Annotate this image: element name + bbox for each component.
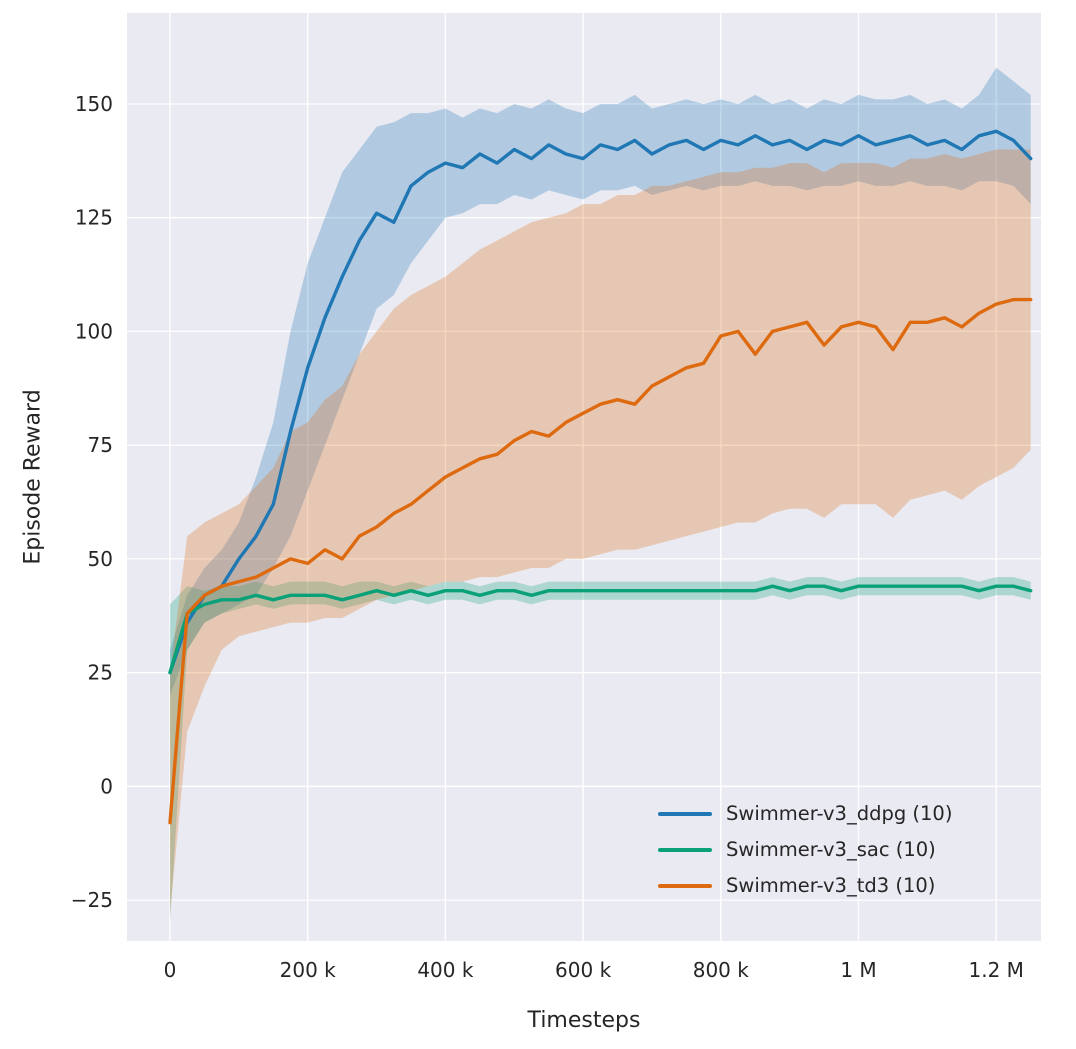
legend-label-ddpg: Swimmer-v3_ddpg (10) [726, 802, 953, 825]
legend-line-ddpg [658, 811, 712, 816]
x-axis-label: Timesteps [527, 1008, 641, 1033]
x-tick-label: 600 k [555, 958, 612, 982]
legend-item-sac: Swimmer-v3_sac (10) [658, 838, 952, 861]
x-tick-label: 0 [164, 958, 177, 982]
confidence-band [170, 149, 1031, 914]
confidence-band [170, 67, 1031, 696]
y-tick-label: 125 [75, 206, 113, 230]
x-tick-label: 1 M [840, 958, 876, 982]
y-tick-label: 75 [88, 433, 113, 457]
y-tick-label: 0 [100, 774, 113, 798]
x-tick-label: 200 k [280, 958, 337, 982]
y-tick-label: −25 [71, 888, 113, 912]
legend-label-sac: Swimmer-v3_sac (10) [726, 838, 936, 861]
series-line [168, 584, 1033, 675]
y-tick-label: 100 [75, 319, 113, 343]
legend: Swimmer-v3_ddpg (10) Swimmer-v3_sac (10)… [658, 802, 952, 897]
legend-label-td3: Swimmer-v3_td3 (10) [726, 874, 936, 897]
legend-line-td3 [658, 883, 712, 888]
y-tick-label: 150 [75, 92, 113, 116]
series-line [168, 297, 1033, 825]
y-tick-label: 50 [88, 547, 113, 571]
x-tick-label: 400 k [417, 958, 474, 982]
legend-item-ddpg: Swimmer-v3_ddpg (10) [658, 802, 952, 825]
x-tick-label: 800 k [693, 958, 750, 982]
x-tick-label: 1.2 M [968, 958, 1023, 982]
y-axis-label: Episode Reward [20, 389, 46, 565]
legend-line-sac [658, 847, 712, 852]
y-tick-label: 25 [88, 661, 113, 685]
series-line [168, 129, 1033, 675]
legend-item-td3: Swimmer-v3_td3 (10) [658, 874, 952, 897]
